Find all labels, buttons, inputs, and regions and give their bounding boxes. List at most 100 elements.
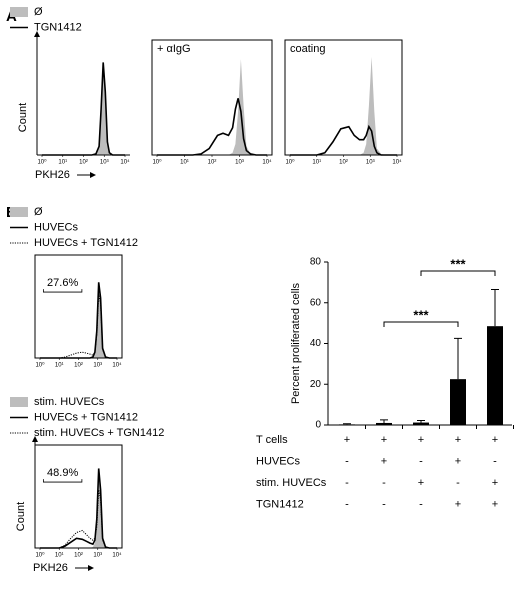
condition-label: TGN1412 xyxy=(256,498,304,510)
bar xyxy=(339,424,355,426)
x-tick-label: 10³ xyxy=(100,160,109,166)
condition-mark: - xyxy=(456,477,460,489)
x-tick-label: 10² xyxy=(339,160,348,166)
bar xyxy=(487,326,503,425)
bar xyxy=(413,422,429,425)
x-tick-label: 10⁰ xyxy=(35,552,45,559)
legend-label: Ø xyxy=(34,6,43,18)
bar xyxy=(450,379,466,425)
x-tick-label: 10⁴ xyxy=(112,362,122,369)
error-bar xyxy=(491,289,499,327)
significance-bracket xyxy=(420,270,496,276)
condition-mark: + xyxy=(492,434,498,446)
y-tick-label: 20 xyxy=(310,379,322,390)
significance-label: *** xyxy=(450,256,466,271)
condition-mark: + xyxy=(418,434,424,446)
legend-swatch xyxy=(10,7,28,17)
x-tick-label: 10³ xyxy=(93,363,102,369)
x-tick-label: 10⁴ xyxy=(112,552,122,559)
condition-mark: + xyxy=(381,434,387,446)
histogram-line xyxy=(40,282,117,359)
histogram-line xyxy=(290,124,397,156)
plot-frame xyxy=(151,39,273,156)
plot-frame xyxy=(284,39,403,156)
condition-mark: - xyxy=(493,455,497,467)
histogram-line xyxy=(40,489,117,549)
x-tick-label: 10¹ xyxy=(312,160,321,166)
x-tick-label: 10² xyxy=(79,160,88,166)
error-bar xyxy=(417,420,425,423)
y-axis-label: Count xyxy=(17,103,29,132)
y-tick-label: 0 xyxy=(315,420,321,431)
panel-annotation: + αIgG xyxy=(157,43,191,55)
condition-mark: + xyxy=(418,477,424,489)
x-tick-label: 10² xyxy=(74,553,83,559)
legend-label: HUVECs + TGN1412 xyxy=(34,237,138,249)
x-tick-label: 10⁴ xyxy=(262,159,272,166)
condition-mark: + xyxy=(492,477,498,489)
condition-mark: - xyxy=(382,477,386,489)
histogram-area xyxy=(42,67,125,155)
condition-mark: - xyxy=(382,498,386,510)
histogram-area xyxy=(290,56,397,155)
x-tick-label: 10³ xyxy=(93,553,102,559)
legend-label: HUVECs + TGN1412 xyxy=(34,411,138,423)
condition-mark: - xyxy=(419,455,423,467)
x-tick-label: 10⁰ xyxy=(285,159,295,166)
x-tick-label: 10⁰ xyxy=(35,362,45,369)
y-axis-label: Percent proliferated cells xyxy=(290,282,302,404)
legend-label: Ø xyxy=(34,206,43,218)
gate-label: 48.9% xyxy=(47,467,78,479)
gate-label: 27.6% xyxy=(47,277,78,289)
y-tick-label: 80 xyxy=(310,257,322,268)
x-axis-label: PKH26 xyxy=(33,562,68,574)
condition-mark: - xyxy=(345,498,349,510)
condition-mark: + xyxy=(455,434,461,446)
legend-label: TGN1412 xyxy=(34,21,82,33)
condition-mark: + xyxy=(381,455,387,467)
legend-label: stim. HUVECs xyxy=(34,396,105,408)
x-tick-label: 10² xyxy=(74,363,83,369)
x-tick-label: 10⁰ xyxy=(37,159,47,166)
legend-label: stim. HUVECs + TGN1412 xyxy=(34,427,164,439)
condition-mark: - xyxy=(345,455,349,467)
condition-label: HUVECs xyxy=(256,455,301,467)
condition-mark: - xyxy=(345,477,349,489)
legend-label: HUVECs xyxy=(34,221,79,233)
condition-mark: + xyxy=(455,498,461,510)
x-tick-label: 10¹ xyxy=(58,160,67,166)
x-axis-label: PKH26 xyxy=(35,169,70,181)
panel-annotation: coating xyxy=(290,43,325,55)
x-tick-label: 10¹ xyxy=(180,160,189,166)
plot-frame xyxy=(34,254,123,359)
condition-label: T cells xyxy=(256,434,288,446)
plot-frame xyxy=(34,444,123,549)
gate-bracket xyxy=(42,289,83,293)
y-tick-label: 40 xyxy=(310,338,322,349)
x-tick-label: 10¹ xyxy=(55,363,64,369)
legend-swatch xyxy=(10,207,28,217)
x-tick-label: 10⁴ xyxy=(392,159,402,166)
condition-mark: + xyxy=(455,455,461,467)
x-tick-label: 10³ xyxy=(366,160,375,166)
histogram-line xyxy=(157,98,267,156)
error-bar xyxy=(454,337,462,380)
histogram-area xyxy=(40,290,117,358)
x-tick-label: 10² xyxy=(208,160,217,166)
legend-swatch xyxy=(10,397,28,407)
gate-bracket xyxy=(42,479,83,483)
histogram-line xyxy=(42,62,125,156)
condition-mark: - xyxy=(419,498,423,510)
bar xyxy=(376,422,392,425)
condition-label: stim. HUVECs xyxy=(256,477,327,489)
histogram-line xyxy=(40,293,117,359)
histogram-line xyxy=(40,468,117,549)
y-axis-label: Count xyxy=(15,502,27,531)
error-bar xyxy=(380,419,388,423)
y-tick-label: 60 xyxy=(310,297,322,308)
error-bar xyxy=(343,423,351,425)
x-tick-label: 10³ xyxy=(235,160,244,166)
x-tick-label: 10⁴ xyxy=(120,159,130,166)
